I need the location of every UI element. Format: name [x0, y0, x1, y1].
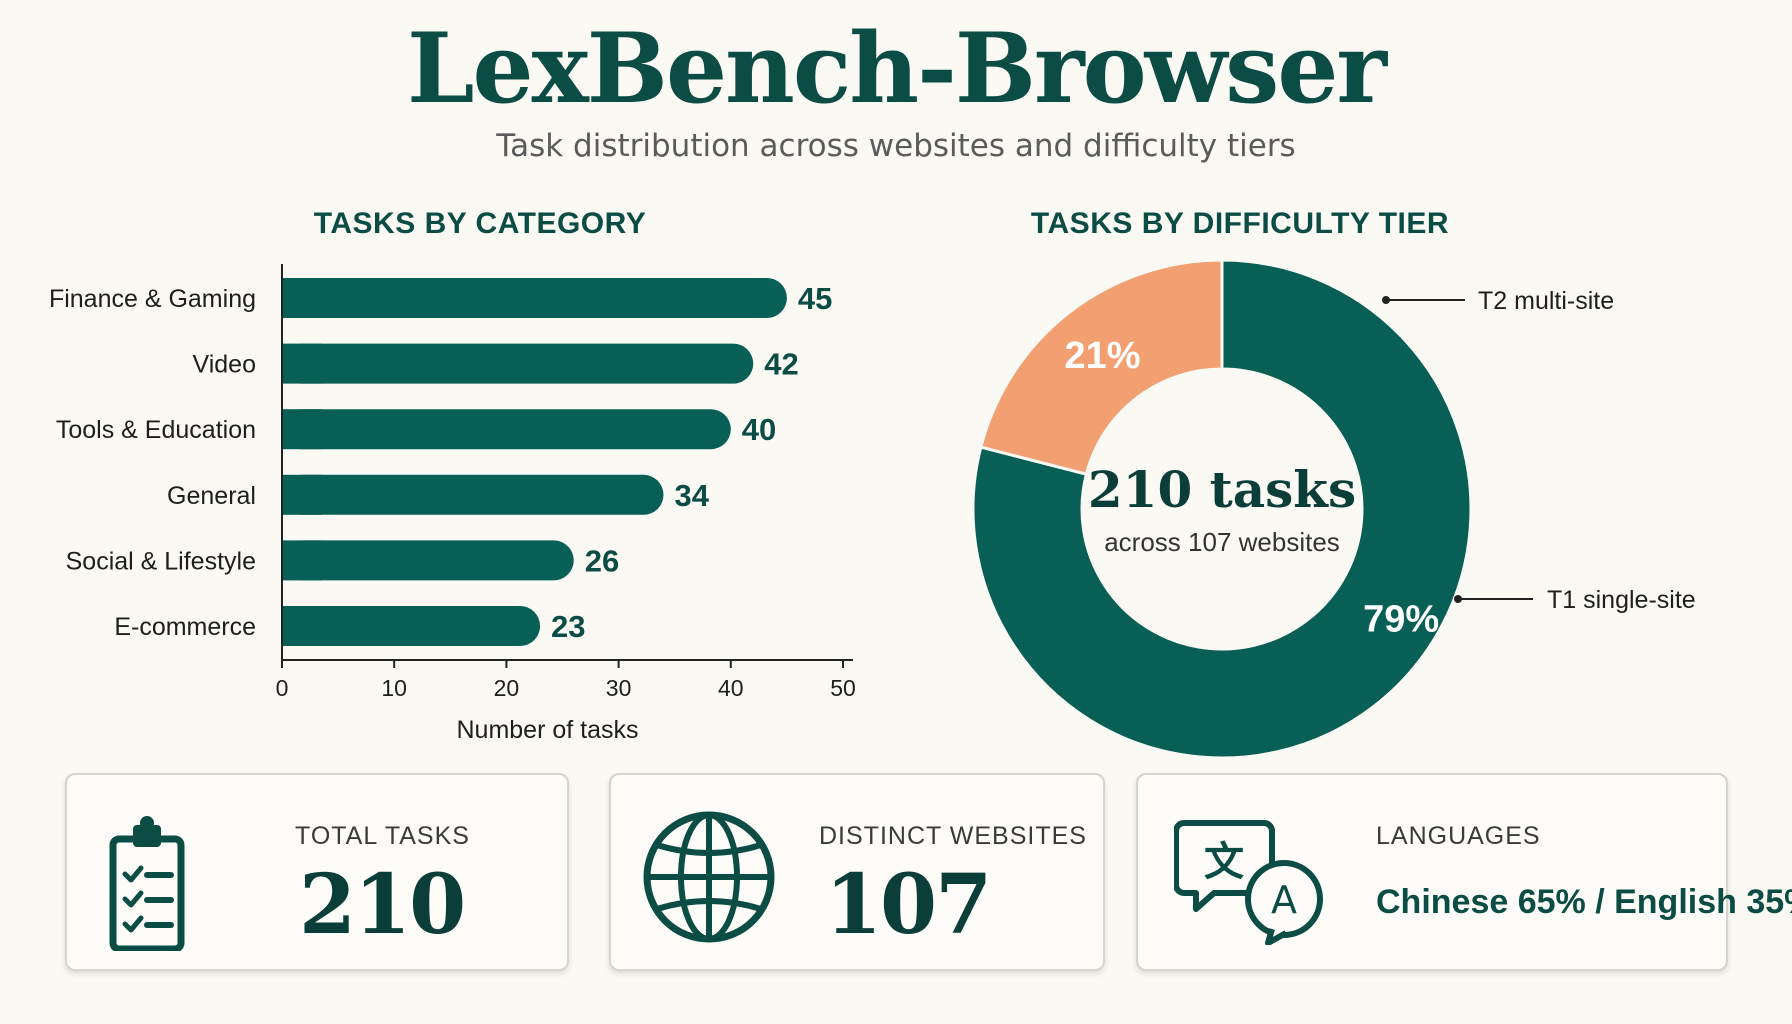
donut-chart-title: TASKS BY DIFFICULTY TIER [1030, 207, 1450, 240]
languages-value: Chinese 65% / English 35% [1376, 883, 1792, 921]
bar-value-label: 34 [674, 478, 709, 513]
category-label: Tools & Education [56, 416, 256, 444]
x-axis-title: Number of tasks [456, 716, 638, 744]
legend-label: T1 single-site [1547, 586, 1696, 614]
bar-4-base [282, 540, 322, 581]
bar-value-label: 45 [798, 281, 832, 316]
distinct-websites-value: 107 [825, 857, 992, 953]
bar-value-label: 42 [764, 347, 798, 382]
total-tasks-value: 210 [299, 857, 466, 953]
bar-5-base [282, 606, 322, 646]
bar-value-label: 26 [585, 543, 619, 578]
slice-percent-label: 79% [1363, 599, 1439, 641]
x-tick-label: 30 [606, 675, 632, 701]
languages-label: LANGUAGES [1376, 822, 1541, 850]
page-subtitle: Task distribution across websites and di… [496, 128, 1296, 164]
x-tick-label: 40 [718, 675, 744, 701]
legend-label: T2 multi-site [1478, 287, 1614, 315]
category-label: General [167, 482, 256, 510]
clipboard-checklist-icon [109, 816, 185, 951]
total-tasks-label: TOTAL TASKS [295, 822, 470, 850]
slice-percent-label: 21% [1064, 335, 1140, 377]
x-tick-label: 10 [381, 675, 407, 701]
languages-card: 文 A LANGUAGES Chinese 65% / English 35% [1136, 773, 1792, 971]
svg-text:文: 文 [1204, 839, 1244, 885]
translate-icon: 文 A [1174, 820, 1323, 945]
total-tasks-card: TOTAL TASKS 210 [65, 773, 569, 971]
x-tick-label: 20 [494, 675, 520, 701]
category-bar-chart: Finance & Gaming 45 Video 42 Tools & Educati… [49, 264, 856, 744]
category-label: E-commerce [114, 613, 256, 641]
svg-text:A: A [1271, 878, 1297, 922]
donut-slice-0 [971, 258, 1473, 760]
bar-value-label: 40 [742, 412, 776, 447]
bar-5 [282, 606, 541, 646]
bar-chart-title: TASKS BY CATEGORY [313, 207, 647, 240]
bar-3-base [282, 474, 322, 515]
distinct-websites-card: DISTINCT WEBSITES 107 [609, 773, 1105, 971]
bar-1-base [282, 343, 322, 384]
donut-center-subtitle: across 107 websites [1104, 527, 1340, 557]
page-title: LexBench-Browser [406, 12, 1387, 125]
category-label: Video [193, 351, 257, 379]
x-tick-label: 0 [276, 675, 289, 701]
bar-value-label: 23 [551, 609, 585, 644]
donut-slice-1 [978, 258, 1224, 477]
category-label: Social & Lifestyle [66, 547, 256, 575]
bar-0-base [282, 278, 322, 318]
bar-2 [282, 409, 731, 450]
bar-2-base [282, 409, 322, 450]
globe-icon [643, 811, 775, 943]
difficulty-donut-chart: 79% 21% T2 multi-site T1 single-site 210 tas… [971, 258, 1696, 760]
x-tick-label: 50 [830, 675, 856, 701]
bar-4 [282, 540, 574, 581]
bar-0 [282, 278, 787, 318]
donut-center-total: 210 tasks [1088, 460, 1356, 519]
category-label: Finance & Gaming [49, 285, 256, 313]
bar-1 [282, 343, 754, 384]
distinct-websites-label: DISTINCT WEBSITES [819, 822, 1087, 850]
bar-3 [282, 474, 664, 515]
